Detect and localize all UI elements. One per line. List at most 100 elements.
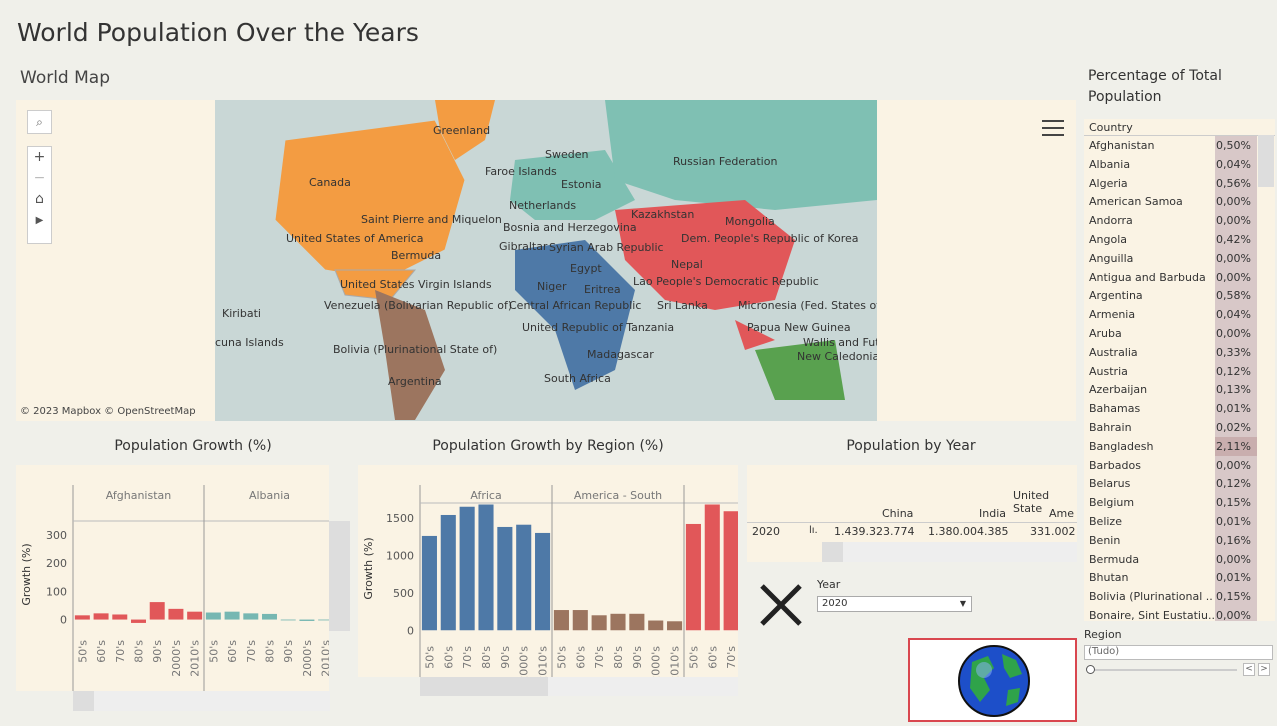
growth-chart-hscroll[interactable] [73, 691, 330, 711]
close-icon[interactable] [758, 582, 804, 628]
world-map[interactable]: Greenland Sweden Russian Federation Faro… [16, 100, 1076, 421]
zoom-in-button[interactable]: + [33, 149, 46, 165]
map-search-button[interactable]: ⌕ [27, 110, 52, 134]
map-label: Sri Lanka [657, 299, 708, 312]
column-header: Country [1084, 119, 1275, 136]
map-label: Saint Pierre and Miquelon [361, 213, 502, 226]
country-name: Armenia [1089, 308, 1136, 322]
list-item[interactable]: Armenia 0,04% [1084, 305, 1275, 324]
list-item[interactable]: Bermuda 0,00% [1084, 549, 1275, 569]
search-icon: ⌕ [36, 115, 43, 129]
country-name: Austria [1089, 364, 1128, 378]
zoom-out-button[interactable]: − [33, 170, 46, 186]
map-label: New Caledonia [797, 350, 877, 363]
region-slider-handle[interactable] [1086, 665, 1095, 674]
country-percentage: 2,11% [1215, 436, 1257, 456]
list-item[interactable]: Bonaire, Sint Eustatiu.. 0,00% [1084, 605, 1275, 621]
list-item[interactable]: Angola 0,42% [1084, 229, 1275, 249]
country-name: Bolivia (Plurinational .. [1089, 590, 1213, 604]
australia-region [755, 340, 845, 400]
percentage-list[interactable]: Country Afghanistan 0,50% Albania 0,04% Alge… [1084, 119, 1275, 621]
bar [704, 504, 720, 631]
bar [168, 608, 184, 620]
country-name: Belarus [1089, 477, 1131, 491]
country-name: Argentina [1089, 289, 1143, 303]
region-chart-hscroll[interactable] [420, 677, 738, 696]
country-name: Afghanistan [1089, 139, 1155, 152]
list-item[interactable]: Australia 0,33% [1084, 342, 1275, 362]
country-name: Bangladesh [1089, 439, 1154, 453]
bar [280, 619, 296, 621]
bar [93, 613, 109, 620]
menu-icon[interactable] [1042, 120, 1064, 138]
list-item[interactable]: Bangladesh 2,11% [1084, 436, 1275, 456]
bar [224, 611, 240, 620]
table-row-year: 2020 [752, 525, 780, 538]
percentage-list-scrollbar[interactable] [1258, 135, 1274, 187]
next-button[interactable]: > [1258, 663, 1270, 676]
x-tick-label: 90's [151, 640, 164, 663]
list-item[interactable]: Afghanistan 0,50% [1084, 136, 1275, 155]
country-name: Azerbaijan [1089, 383, 1148, 397]
x-tick-label: 60's [95, 640, 108, 663]
list-item[interactable]: Andorra 0,00% [1084, 211, 1275, 230]
region-filter-input[interactable]: (Tudo) [1084, 645, 1273, 660]
list-item[interactable]: Bolivia (Plurinational .. 0,15% [1084, 587, 1275, 606]
panel-label: Africa [470, 489, 501, 502]
country-percentage: 0,00% [1215, 549, 1257, 569]
list-item[interactable]: Antigua and Barbuda 0,00% [1084, 267, 1275, 287]
map-zoom-controls: + − ⌂ ▶ [27, 146, 52, 244]
table-hscroll[interactable] [822, 542, 1077, 562]
bar [648, 620, 664, 631]
country-percentage: 0,00% [1215, 192, 1257, 212]
list-item[interactable]: Aruba 0,00% [1084, 323, 1275, 343]
list-item[interactable]: Barbados 0,00% [1084, 455, 1275, 475]
bar [723, 511, 739, 631]
list-item[interactable]: Anguilla 0,00% [1084, 248, 1275, 268]
x-tick-label: 50's [687, 646, 700, 669]
prev-button[interactable]: < [1243, 663, 1255, 676]
country-percentage: 0,00% [1215, 248, 1257, 268]
x-tick-label: 2010's [669, 646, 682, 677]
growth-chart-panel: Growth (%) 0 100 200 300 Afghanistan 50's 60's 7… [16, 465, 334, 691]
map-label: Sweden [545, 148, 588, 161]
map-label: Niger [537, 280, 567, 293]
bar [205, 612, 221, 620]
list-item[interactable]: American Samoa 0,00% [1084, 192, 1275, 212]
list-item[interactable]: Bahamas 0,01% [1084, 399, 1275, 418]
list-item[interactable]: Austria 0,12% [1084, 361, 1275, 381]
list-item[interactable]: Benin 0,16% [1084, 530, 1275, 550]
list-item[interactable]: Algeria 0,56% [1084, 173, 1275, 193]
play-icon[interactable]: ▶ [35, 215, 44, 226]
bar [459, 506, 475, 631]
list-item[interactable]: Belgium 0,15% [1084, 493, 1275, 512]
list-item[interactable]: Albania 0,04% [1084, 154, 1275, 174]
home-icon[interactable]: ⌂ [35, 191, 44, 207]
x-tick-label: 2010's [189, 640, 202, 677]
bar [74, 615, 90, 620]
x-tick-label: 90's [282, 640, 295, 663]
bar [262, 613, 277, 620]
y-tick-label: 200 [46, 557, 67, 570]
list-item[interactable]: Argentina 0,58% [1084, 286, 1275, 306]
globe-button[interactable] [908, 638, 1077, 722]
x-tick-label: 70's [593, 646, 606, 669]
map-label: Russian Federation [673, 155, 777, 168]
list-item[interactable]: Belarus 0,12% [1084, 474, 1275, 494]
x-tick-label: 2010's [537, 646, 550, 677]
bar [149, 602, 165, 620]
region-slider-track[interactable] [1087, 669, 1237, 671]
list-item[interactable]: Bhutan 0,01% [1084, 568, 1275, 588]
bar-chart-icon[interactable]: lı. [809, 525, 818, 536]
bar [421, 535, 437, 631]
list-item[interactable]: Belize 0,01% [1084, 511, 1275, 531]
growth-chart-vscroll[interactable] [329, 521, 350, 631]
x-tick-label: 2010's [320, 640, 329, 677]
country-percentage: 0,56% [1215, 173, 1257, 193]
greenland-region [435, 100, 495, 160]
year-select[interactable]: 2020 ▼ [817, 596, 972, 612]
x-tick-label: 80's [264, 640, 277, 663]
map-canvas[interactable]: Greenland Sweden Russian Federation Faro… [215, 100, 877, 421]
list-item[interactable]: Azerbaijan 0,13% [1084, 380, 1275, 400]
list-item[interactable]: Bahrain 0,02% [1084, 417, 1275, 437]
